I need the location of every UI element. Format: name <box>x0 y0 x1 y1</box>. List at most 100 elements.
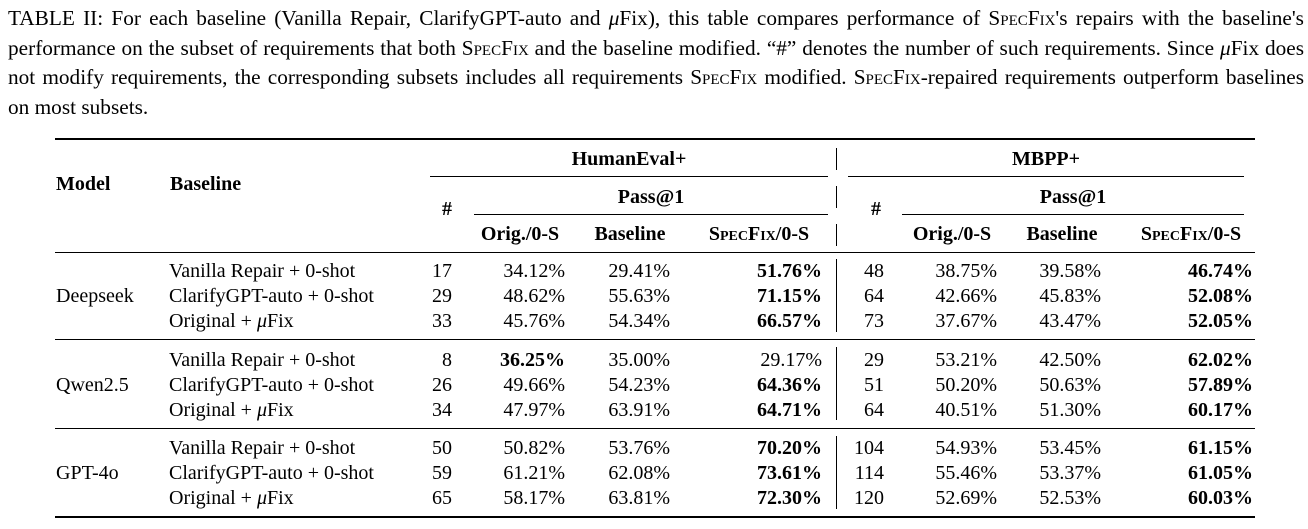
header-spec-humaneval: SpecFix/0-S <box>708 223 810 245</box>
humaneval-orig-cell: 61.21% <box>503 462 565 484</box>
mbpp-baseline-cell: 50.63% <box>1039 374 1101 396</box>
humaneval-specfix-cell: 73.61% <box>757 462 822 484</box>
top-rule <box>55 138 1255 140</box>
humaneval-pass-rule <box>474 214 828 215</box>
header-base-mbpp: Baseline <box>1026 223 1098 245</box>
humaneval-count-cell: 65 <box>432 487 452 509</box>
table-caption: TABLE II: For each baseline (Vanilla Rep… <box>8 6 1304 119</box>
header-mbpp: MBPP+ <box>1011 148 1081 170</box>
mbpp-baseline-cell: 51.30% <box>1039 399 1101 421</box>
separator <box>836 186 837 208</box>
mbpp-count-cell: 73 <box>864 310 884 332</box>
baseline-cell: Vanilla Repair + 0-shot <box>169 437 356 459</box>
mbpp-specfix-cell: 52.08% <box>1188 285 1253 307</box>
header-base-humaneval: Baseline <box>594 223 666 245</box>
mbpp-count-cell: 64 <box>864 285 884 307</box>
humaneval-baseline-cell: 53.76% <box>608 437 670 459</box>
header-spec-mbpp: SpecFix/0-S <box>1140 223 1242 245</box>
humaneval-baseline-cell: 54.34% <box>608 310 670 332</box>
humaneval-specfix-cell: 70.20% <box>757 437 822 459</box>
mbpp-pass-rule <box>902 214 1244 215</box>
separator <box>836 347 837 420</box>
humaneval-count-cell: 8 <box>442 349 452 371</box>
humaneval-specfix-cell: 66.57% <box>757 310 822 332</box>
humaneval-orig-cell: 49.66% <box>503 374 565 396</box>
mbpp-specfix-cell: 60.17% <box>1188 399 1253 421</box>
humaneval-orig-cell: 36.25% <box>500 349 565 371</box>
humaneval-baseline-cell: 63.81% <box>608 487 670 509</box>
mbpp-count-cell: 104 <box>854 437 884 459</box>
humaneval-specfix-cell: 64.36% <box>757 374 822 396</box>
humaneval-rule <box>430 176 828 177</box>
mbpp-orig-cell: 54.93% <box>935 437 997 459</box>
baseline-cell: ClarifyGPT-auto + 0-shot <box>169 285 374 307</box>
mbpp-count-cell: 114 <box>854 462 884 484</box>
mbpp-specfix-cell: 57.89% <box>1188 374 1253 396</box>
mbpp-orig-cell: 40.51% <box>935 399 997 421</box>
mbpp-count-cell: 120 <box>854 487 884 509</box>
header-rule <box>55 252 1255 253</box>
mbpp-orig-cell: 52.69% <box>935 487 997 509</box>
separator <box>836 436 837 509</box>
header-baseline: Baseline <box>170 173 242 195</box>
humaneval-orig-cell: 34.12% <box>503 260 565 282</box>
mbpp-baseline-cell: 39.58% <box>1039 260 1101 282</box>
humaneval-baseline-cell: 35.00% <box>608 349 670 371</box>
separator <box>836 148 837 170</box>
mbpp-baseline-cell: 45.83% <box>1039 285 1101 307</box>
header-orig-humaneval: Orig./0-S <box>480 223 560 245</box>
baseline-cell: Original + μFix <box>169 310 294 332</box>
mbpp-orig-cell: 55.46% <box>935 462 997 484</box>
humaneval-baseline-cell: 29.41% <box>608 260 670 282</box>
humaneval-count-cell: 33 <box>432 310 452 332</box>
bottom-rule <box>55 516 1255 518</box>
humaneval-baseline-cell: 55.63% <box>608 285 670 307</box>
humaneval-specfix-cell: 29.17% <box>760 349 822 371</box>
baseline-cell: Original + μFix <box>169 487 294 509</box>
mbpp-specfix-cell: 61.15% <box>1188 437 1253 459</box>
humaneval-count-cell: 29 <box>432 285 452 307</box>
baseline-cell: Vanilla Repair + 0-shot <box>169 260 356 282</box>
mbpp-orig-cell: 42.66% <box>935 285 997 307</box>
separator <box>836 224 837 246</box>
mbpp-specfix-cell: 62.02% <box>1188 349 1253 371</box>
mbpp-baseline-cell: 52.53% <box>1039 487 1101 509</box>
mbpp-baseline-cell: 43.47% <box>1039 310 1101 332</box>
mbpp-specfix-cell: 60.03% <box>1188 487 1253 509</box>
header-model: Model <box>56 173 111 195</box>
mbpp-specfix-cell: 52.05% <box>1188 310 1253 332</box>
header-pass-mbpp: Pass@1 <box>1039 186 1107 208</box>
humaneval-count-cell: 34 <box>432 399 452 421</box>
humaneval-count-cell: 59 <box>432 462 452 484</box>
baseline-cell: Original + μFix <box>169 399 294 421</box>
mbpp-rule <box>848 176 1244 177</box>
mbpp-orig-cell: 50.20% <box>935 374 997 396</box>
separator <box>836 259 837 332</box>
humaneval-orig-cell: 58.17% <box>503 487 565 509</box>
group-rule-1 <box>55 339 1255 340</box>
humaneval-baseline-cell: 62.08% <box>608 462 670 484</box>
humaneval-count-cell: 17 <box>432 260 452 282</box>
humaneval-specfix-cell: 64.71% <box>757 399 822 421</box>
humaneval-orig-cell: 48.62% <box>503 285 565 307</box>
humaneval-baseline-cell: 63.91% <box>608 399 670 421</box>
humaneval-specfix-cell: 71.15% <box>757 285 822 307</box>
mbpp-specfix-cell: 61.05% <box>1188 462 1253 484</box>
header-count-humaneval: # <box>442 198 452 220</box>
humaneval-orig-cell: 45.76% <box>503 310 565 332</box>
humaneval-count-cell: 50 <box>432 437 452 459</box>
baseline-cell: ClarifyGPT-auto + 0-shot <box>169 462 374 484</box>
mbpp-orig-cell: 53.21% <box>935 349 997 371</box>
mbpp-baseline-cell: 53.37% <box>1039 462 1101 484</box>
humaneval-baseline-cell: 54.23% <box>608 374 670 396</box>
humaneval-specfix-cell: 51.76% <box>757 260 822 282</box>
header-humaneval: HumanEval+ <box>571 148 687 170</box>
baseline-cell: ClarifyGPT-auto + 0-shot <box>169 374 374 396</box>
model-cell: Deepseek <box>56 285 134 307</box>
baseline-cell: Vanilla Repair + 0-shot <box>169 349 356 371</box>
mbpp-count-cell: 48 <box>864 260 884 282</box>
mbpp-specfix-cell: 46.74% <box>1188 260 1253 282</box>
caption-label: TABLE II: <box>8 6 104 30</box>
group-rule-2 <box>55 428 1255 429</box>
header-orig-mbpp: Orig./0-S <box>912 223 992 245</box>
